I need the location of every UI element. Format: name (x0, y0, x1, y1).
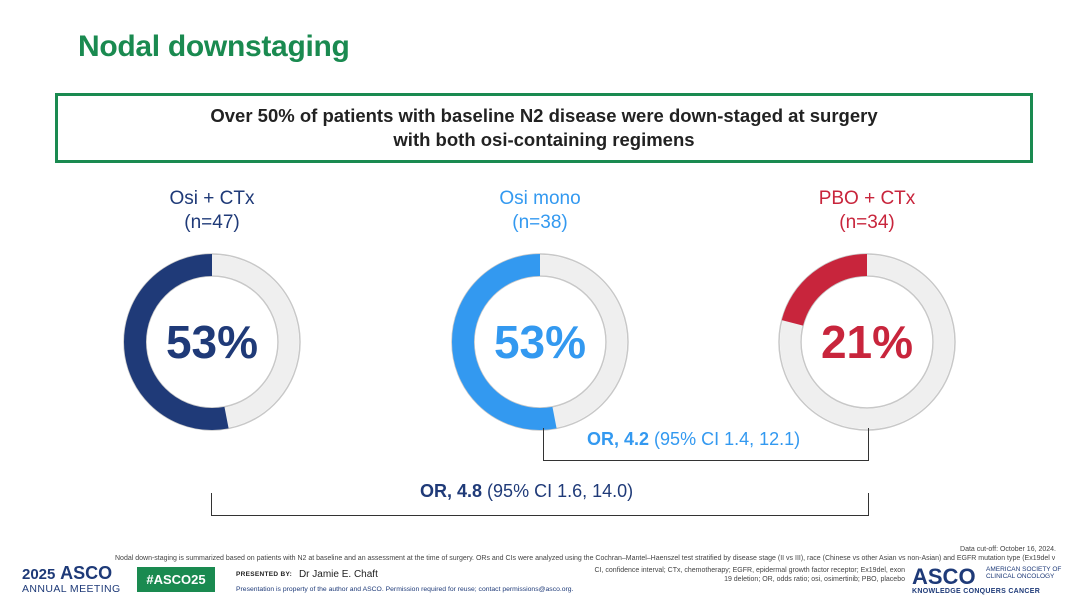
property-note: Presentation is property of the author a… (236, 586, 574, 593)
arm-n: (n=38) (512, 212, 568, 233)
or-ci: (95% CI 1.4, 12.1) (654, 429, 801, 449)
donut-chart-pbo-ctx: 21% (778, 253, 956, 431)
arm-n: (n=47) (184, 212, 240, 233)
arm-name: Osi mono (499, 188, 581, 209)
or-value: OR, 4.2 (587, 429, 650, 449)
slide-title: Nodal downstaging (78, 30, 350, 63)
arm-label-osi-mono: Osi mono (n=38) (440, 187, 640, 235)
meeting-year: 2025 (22, 566, 56, 583)
asco-society-name: AMERICAN SOCIETY OF CLINICAL ONCOLOGY (986, 566, 1062, 580)
donut-percent-label: 53% (166, 316, 258, 368)
donut-value-arc (124, 254, 300, 430)
abbreviations-footnote: CI, confidence interval; CTx, chemothera… (594, 567, 905, 583)
arm-name: Osi + CTx (169, 188, 255, 209)
donut-percent-label: 53% (494, 316, 586, 368)
presenter-name: Dr Jamie E. Chaft (298, 569, 378, 580)
callout-line-1: Over 50% of patients with baseline N2 di… (210, 105, 878, 126)
hashtag-badge: #ASCO25 (137, 567, 215, 592)
arm-name: PBO + CTx (818, 188, 916, 209)
donut-value-arc (779, 254, 955, 430)
odds-ratio-osi-mono: OR, 4.2 (95% CI 1.4, 12.1) (583, 429, 805, 450)
donut-value-arc (452, 254, 628, 430)
callout-line-2: with both osi-containing regimens (393, 129, 695, 150)
odds-ratio-osi-ctx: OR, 4.8 (95% CI 1.6, 14.0) (416, 481, 638, 502)
key-finding-callout: Over 50% of patients with baseline N2 di… (55, 93, 1033, 163)
meeting-brand: ASCO (60, 563, 113, 583)
meeting-name: ANNUAL MEETING (22, 583, 121, 595)
asco-wordmark: ASCO (912, 564, 976, 589)
donut-chart-osi-mono: 53% (451, 253, 629, 431)
or-value: OR, 4.8 (420, 481, 483, 501)
presenter-block: PRESENTED BY: Dr Jamie E. Chaft (236, 569, 378, 580)
method-footnote: Nodal down-staging is summarized based o… (115, 555, 1055, 562)
asco-tagline: KNOWLEDGE CONQUERS CANCER (912, 588, 1041, 595)
arm-label-osi-ctx: Osi + CTx (n=47) (112, 187, 312, 235)
data-cutoff-note: Data cut-off: October 16, 2024. (960, 546, 1056, 553)
arm-label-pbo-ctx: PBO + CTx (n=34) (767, 187, 967, 235)
donut-percent-label: 21% (821, 316, 913, 368)
comparison-bracket-osi-ctx (211, 493, 869, 516)
presented-by-label: PRESENTED BY: (236, 571, 293, 578)
donut-chart-osi-ctx: 53% (123, 253, 301, 431)
or-ci: (95% CI 1.6, 14.0) (487, 481, 634, 501)
comparison-bracket-osi-mono (543, 428, 869, 461)
arm-n: (n=34) (839, 212, 895, 233)
annual-meeting-logo: 2025 ASCO ANNUAL MEETING (22, 563, 121, 597)
asco-society-logo: ASCO AMERICAN SOCIETY OF CLINICAL ONCOLO… (912, 564, 1062, 596)
